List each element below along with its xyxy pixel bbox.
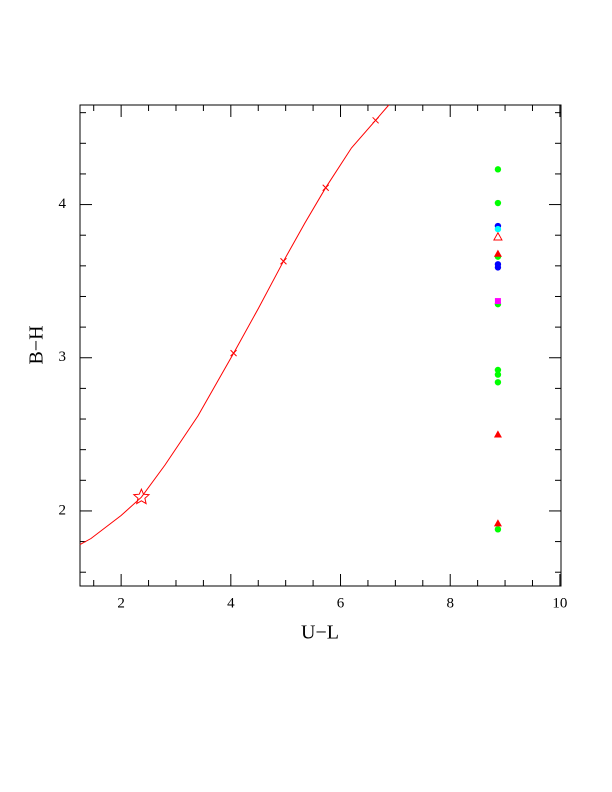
point (494, 379, 502, 386)
y-tick-label: 3 (59, 349, 67, 365)
point (494, 366, 502, 374)
point (132, 487, 151, 505)
point (493, 249, 502, 257)
point (494, 526, 502, 533)
x-tick-label: 4 (227, 595, 235, 611)
point (280, 257, 287, 265)
point (494, 166, 502, 173)
curve (79, 104, 390, 546)
x-tick-label: 10 (552, 595, 567, 611)
point (494, 225, 502, 233)
x-tick-label: 2 (117, 595, 125, 611)
y-tick-label: 2 (59, 502, 67, 518)
y-axis-label: B−H (26, 325, 48, 364)
point (494, 199, 502, 207)
x-axis-label: U−L (301, 622, 339, 644)
y-tick-label: 4 (59, 196, 67, 212)
point (494, 264, 502, 271)
point (493, 519, 502, 527)
point (494, 371, 502, 378)
point (372, 116, 379, 124)
x-tick-label: 6 (337, 595, 345, 611)
point (322, 184, 330, 192)
x-tick-label: 8 (446, 595, 454, 611)
point (494, 298, 501, 305)
point (493, 231, 503, 241)
point (230, 349, 237, 357)
point (493, 430, 502, 438)
plot-frame (79, 104, 562, 587)
